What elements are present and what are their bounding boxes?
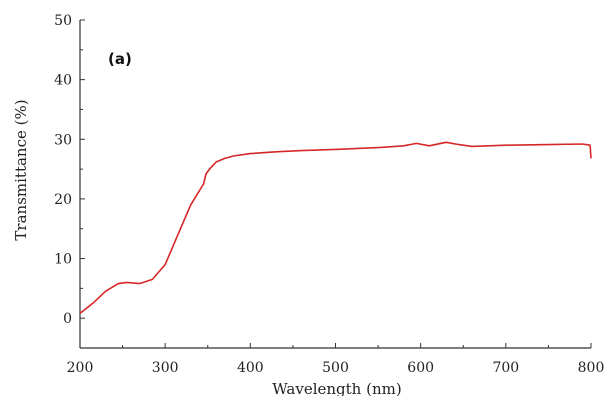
y-tick-label: 40	[54, 73, 72, 89]
x-tick-label: 500	[322, 360, 349, 376]
y-tick-label: 10	[54, 252, 72, 268]
panel-label: (a)	[108, 50, 132, 68]
y-tick-label: 0	[63, 311, 72, 327]
x-axis-label: Wavelength (nm)	[272, 380, 401, 396]
x-tick-label: 400	[237, 360, 264, 376]
x-tick-label: 300	[152, 360, 179, 376]
y-tick-label: 20	[54, 192, 72, 208]
y-axis-label: Transmittance (%)	[12, 99, 30, 240]
series-line-0	[80, 142, 591, 313]
x-tick-label: 800	[578, 360, 605, 376]
x-tick-label: 700	[492, 360, 519, 376]
axes	[80, 20, 591, 348]
x-tick-label: 200	[67, 360, 94, 376]
series-layer	[80, 142, 591, 313]
x-tick-label: 600	[407, 360, 434, 376]
y-tick-label: 50	[54, 13, 72, 29]
y-tick-label: 30	[54, 132, 72, 148]
